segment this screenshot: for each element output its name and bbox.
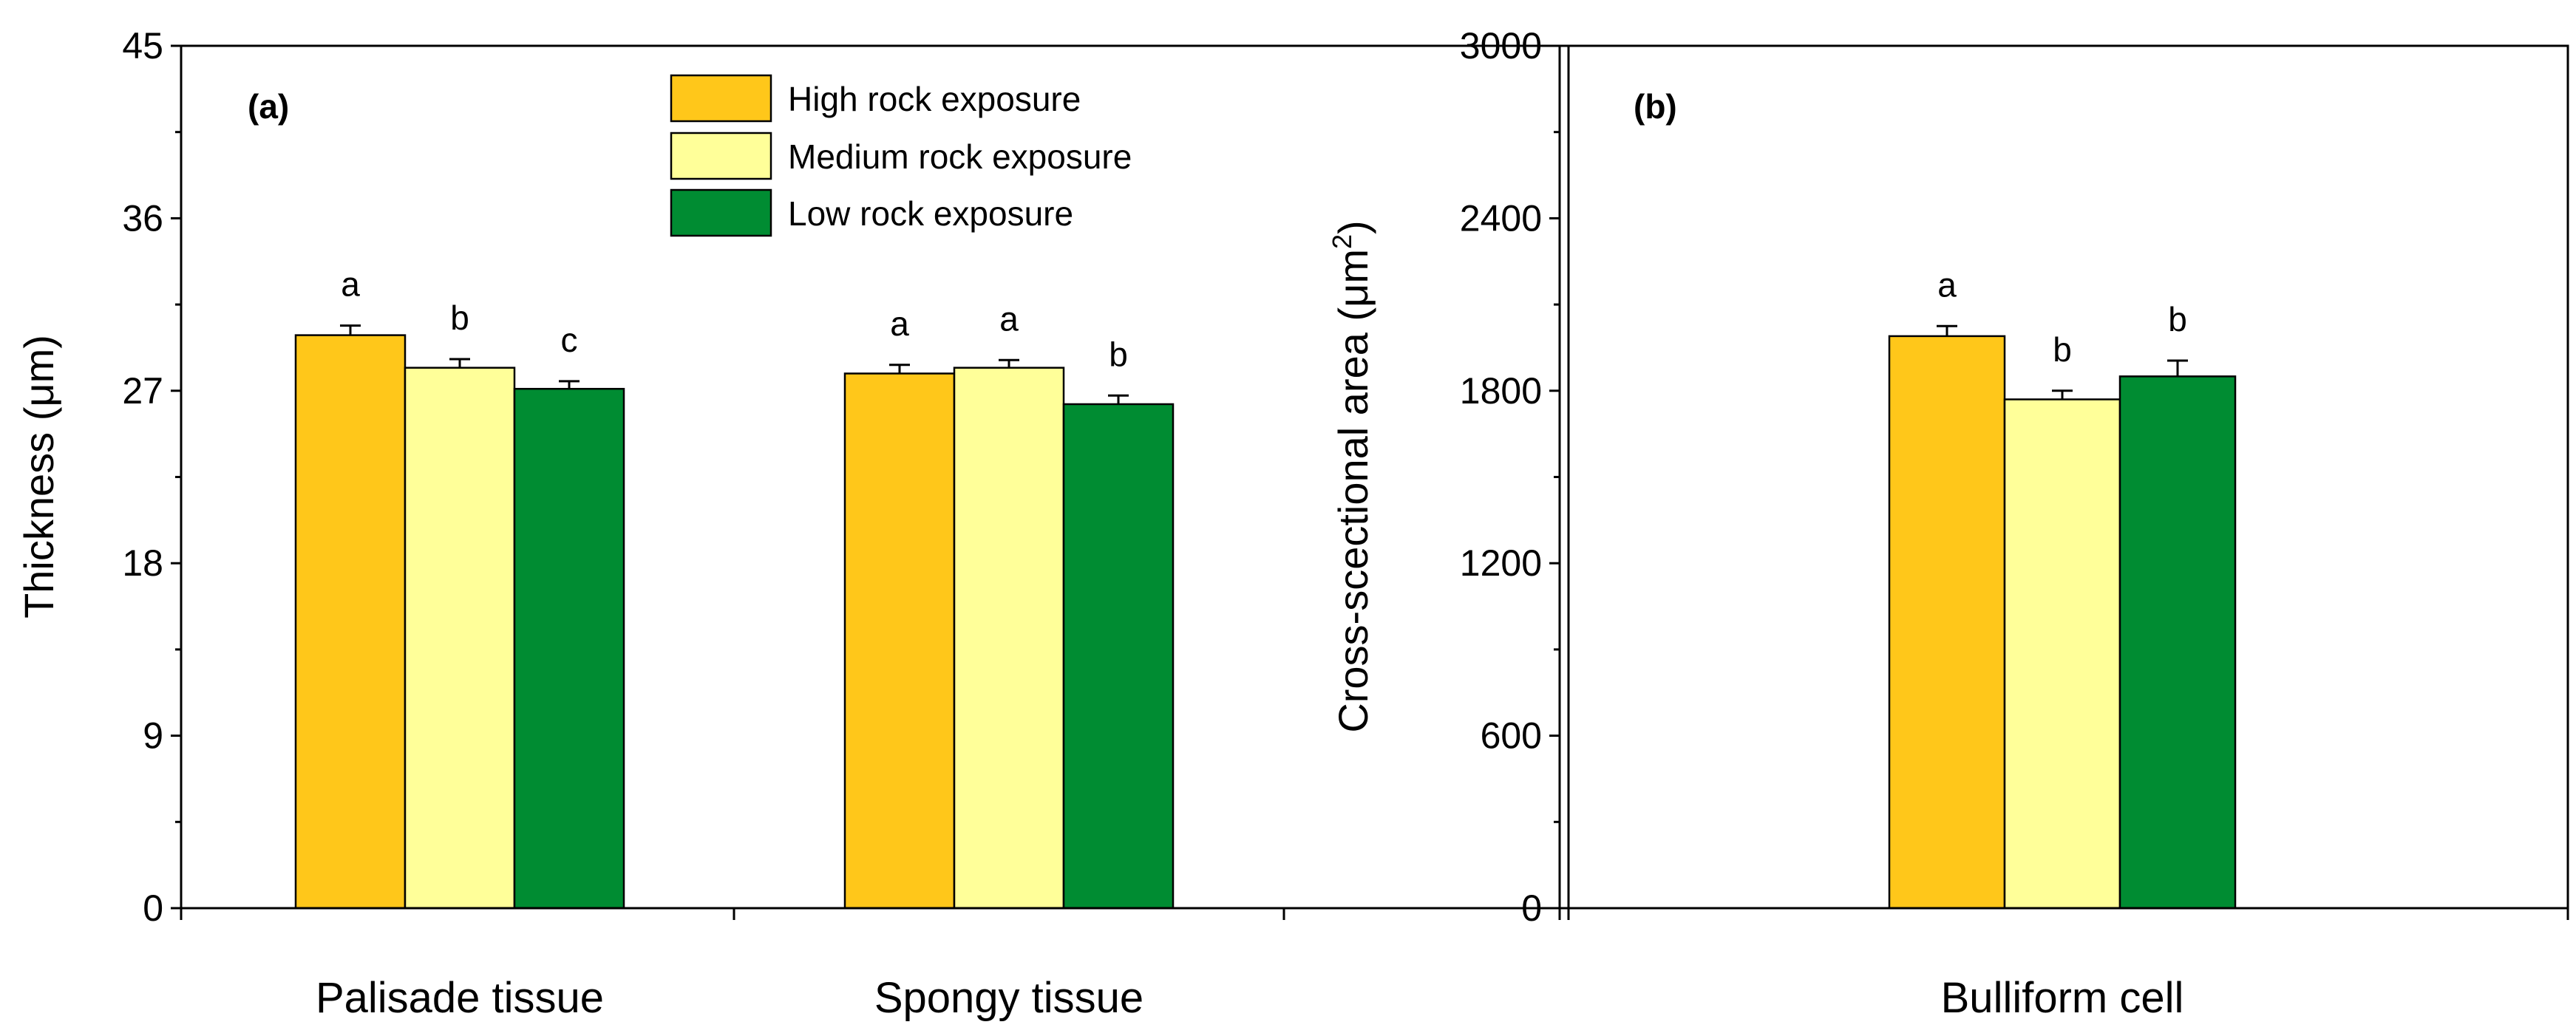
panel-b-y-ticks: 0 600 1200 1800 2400 3000 (1460, 25, 1560, 929)
panel-a-x-ticks (180, 908, 1570, 920)
legend-swatch-high (670, 74, 772, 123)
panel-b-error-bars (1937, 324, 2188, 400)
bar-bulliform-cell-high (1888, 335, 2006, 910)
significance-letter-bulliform-cell-medium: b (2053, 330, 2072, 369)
legend-label-high: High rock exposure (788, 80, 1081, 118)
significance-letter-spongy-tissue-medium: a (999, 299, 1019, 338)
panel-a-y-ticks: 0 9 18 27 36 45 (122, 25, 181, 929)
bar-spongy-tissue-high (843, 372, 956, 910)
bar-palisade-tissue-high (294, 334, 407, 910)
y-tick-label: 1800 (1460, 370, 1542, 412)
panel-b-bars (1888, 335, 2237, 910)
x-tick-label-palisade-tissue: Palisade tissue (316, 974, 604, 1022)
bar-palisade-tissue-medium (404, 367, 516, 910)
y-tick-label: 45 (122, 25, 163, 67)
y-tick-label: 1200 (1460, 542, 1542, 584)
y-tick-label: 27 (122, 370, 163, 412)
significance-letter-palisade-tissue-medium: b (450, 299, 469, 337)
panel-a-error-bars (340, 324, 1129, 404)
panel-a-significance-letters: a b c a a b (341, 265, 1128, 374)
y-tick-label: 9 (143, 715, 163, 757)
x-tick-label-bulliform-cell: Bulliform cell (1941, 974, 2184, 1022)
panel-a: a b c a a b 0 9 18 27 36 45 (a) Thickness (μm) Pal… (16, 25, 1570, 1022)
x-tick-label-spongy-tissue: Spongy tissue (874, 974, 1143, 1022)
panel-a-y-axis-title: Thickness (μm) (16, 335, 62, 618)
significance-letter-palisade-tissue-low: c (561, 321, 578, 359)
significance-letter-palisade-tissue-high: a (341, 265, 360, 304)
y-tick-label: 18 (122, 542, 163, 584)
significance-letter-spongy-tissue-low: b (1109, 335, 1128, 373)
significance-letter-bulliform-cell-low: b (2168, 300, 2187, 338)
bar-spongy-tissue-medium (953, 367, 1065, 910)
y-tick-label: 0 (143, 887, 163, 929)
y-tick-label: 2400 (1460, 197, 1542, 239)
y-tick-label: 3000 (1460, 25, 1542, 67)
legend-swatch-low (670, 188, 772, 237)
significance-letter-bulliform-cell-high: a (1937, 265, 1957, 304)
y-tick-label: 36 (122, 197, 163, 239)
y-tick-label: 0 (1521, 887, 1542, 929)
legend-label-medium: Medium rock exposure (788, 137, 1132, 176)
panel-b-y-axis-title-superscript: 2 (1327, 234, 1357, 249)
panel-b: a b b 0 600 1200 1800 2400 3000 (b) Cross-scect… (1327, 25, 2569, 1022)
bar-palisade-tissue-low (513, 387, 625, 910)
panel-b-y-axis-title-end: ) (1330, 220, 1376, 234)
legend: High rock exposure Medium rock exposure … (670, 74, 1132, 237)
bar-bulliform-cell-low (2118, 375, 2237, 910)
panel-b-significance-letters: a b b (1937, 265, 2187, 369)
legend-swatch-medium (670, 132, 772, 180)
panel-a-label: (a) (248, 87, 289, 126)
panel-b-y-axis-title-main: Cross-scectional area (μm (1330, 249, 1376, 733)
panel-b-label: (b) (1634, 87, 1677, 126)
significance-letter-spongy-tissue-high: a (890, 304, 909, 343)
y-tick-label: 600 (1481, 715, 1542, 757)
legend-label-low: Low rock exposure (788, 194, 1073, 233)
panel-a-bars (294, 334, 1175, 910)
panel-b-y-axis-title: Cross-scectional area (μm2) (1327, 220, 1376, 732)
bar-bulliform-cell-medium (2003, 398, 2121, 910)
panel-b-x-ticks (1558, 908, 2569, 920)
bar-spongy-tissue-low (1062, 403, 1175, 910)
